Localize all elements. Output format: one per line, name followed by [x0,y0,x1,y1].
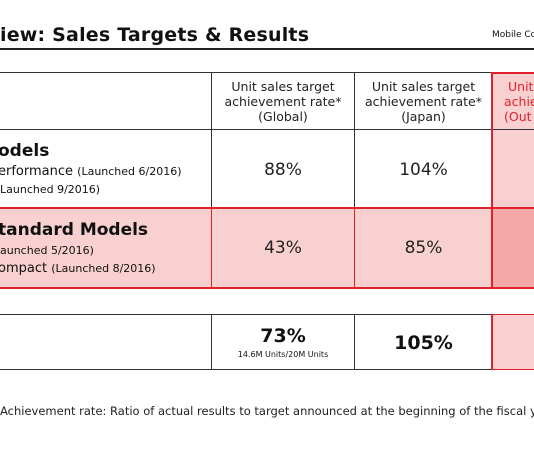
column-header-overseas: Unit achie (Out [504,79,534,124]
header-cell-japan [354,72,493,130]
overseas-total-frame-left [491,314,493,370]
total-label-cell [0,314,212,370]
header-cell-global [211,72,355,130]
title-divider [0,48,534,50]
row2-overseas-cell [492,208,534,288]
column-header-global: Unit sales target achievement rate* (Glo… [224,79,342,124]
row2-highlight-top [0,207,534,209]
header-cell-blank [0,72,212,130]
total-global-value: 73% [260,325,306,347]
total-japan-value: 105% [394,332,453,354]
row2-title: tandard Models [0,220,149,240]
row2-japan-value: 85% [404,238,443,258]
total-global-detail: 14.6M Units/20M Units [237,350,329,359]
row2-global-value: 43% [264,238,302,258]
row1-overseas-cell [492,129,534,209]
column-header-japan: Unit sales target achievement rate* (Jap… [364,79,482,124]
total-overseas-cell [492,314,534,370]
overseas-frame-top [491,72,534,74]
page-title: iew: Sales Targets & Results [0,24,310,46]
row2-sub2: ompact (Launched 8/2016) [0,261,156,276]
row1-global-value: 88% [264,160,302,180]
row1-japan-value: 104% [399,160,448,180]
row1-sub1: erformance (Launched 6/2016) [0,164,182,179]
row2-highlight-bottom [0,287,534,289]
footnote: Achievement rate: Ratio of actual result… [0,404,534,418]
row2-japan-cell [354,208,493,288]
department-label: Mobile Co [492,30,534,40]
row2-sub1: aunched 5/2016) [0,244,94,257]
row1-sub2: Launched 9/2016) [0,183,101,196]
overseas-frame-left [491,72,493,289]
total-global-cell [211,314,355,370]
row1-title: odels [0,141,50,161]
